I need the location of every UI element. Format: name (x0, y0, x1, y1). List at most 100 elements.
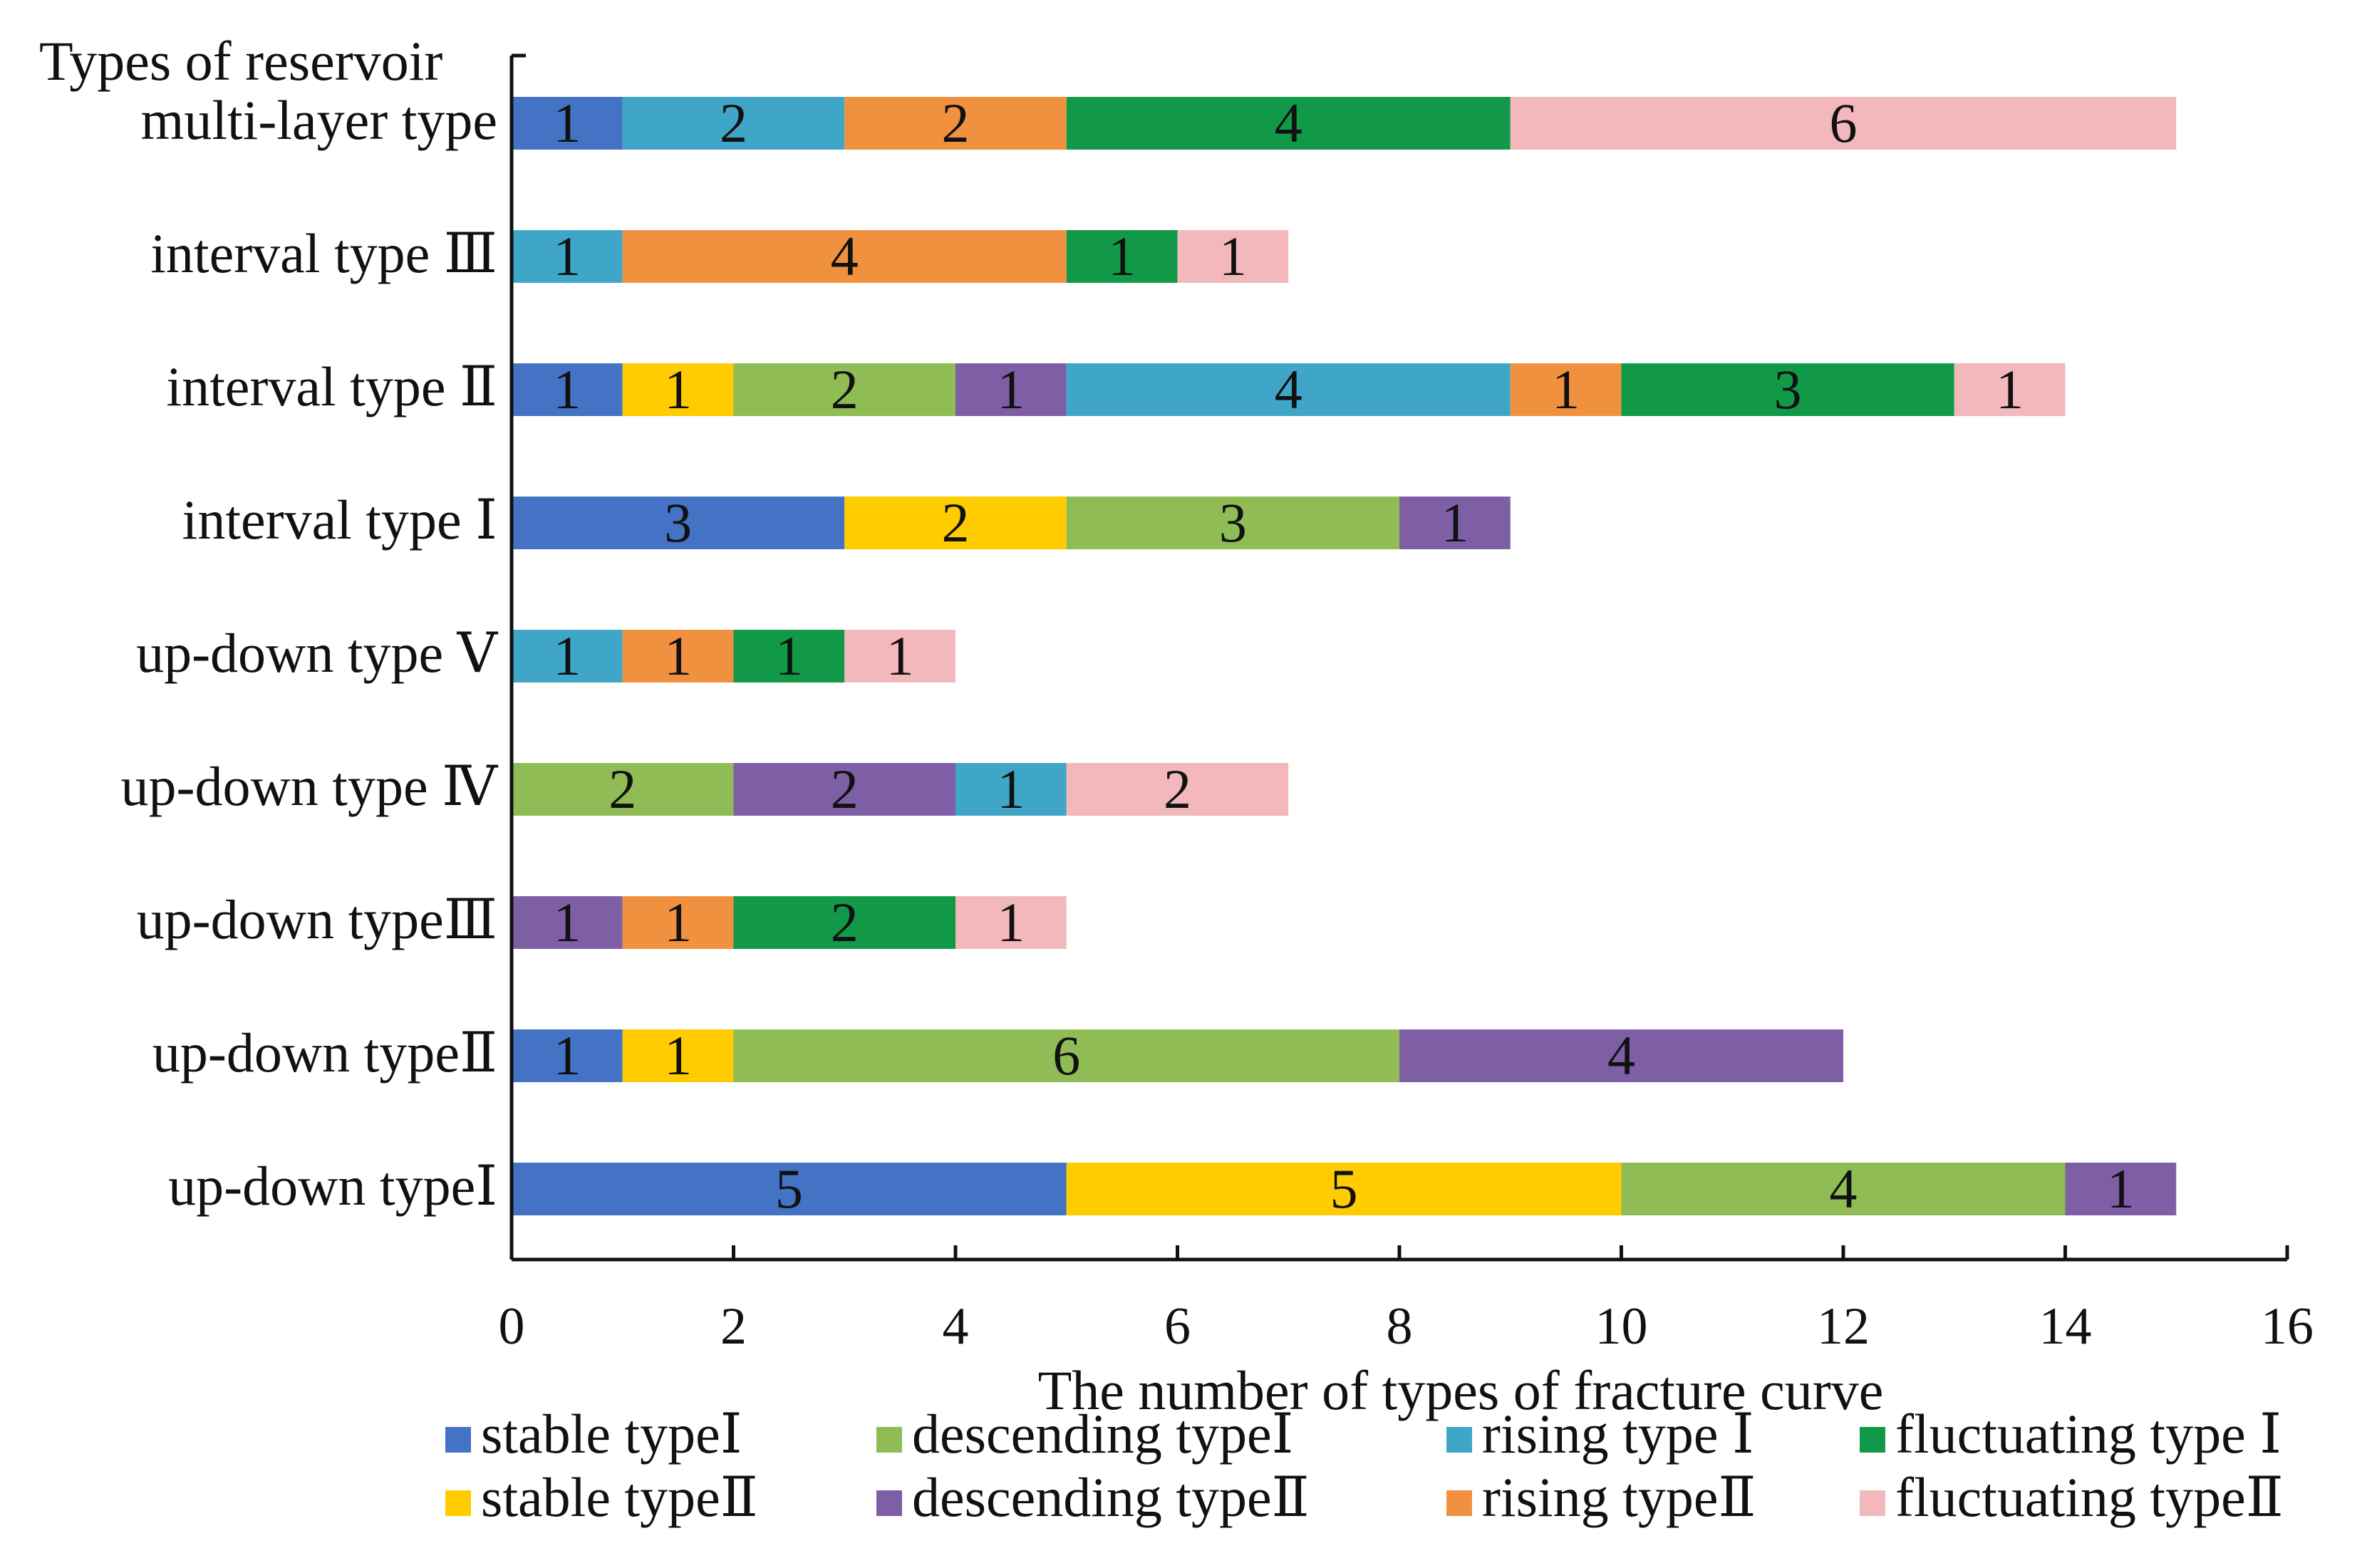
bar-segment-label: 1 (664, 625, 692, 687)
bar-segment-label: 1 (553, 1024, 581, 1086)
bar-segment-label: 2 (831, 758, 859, 820)
bar-segment-label: 3 (1219, 492, 1247, 554)
bar-segment-label: 1 (997, 358, 1025, 420)
bar-segment-label: 1 (664, 1024, 692, 1086)
category-label: up-down typeⅡ (152, 1022, 497, 1084)
x-tick-label: 12 (1817, 1297, 1870, 1356)
bar-segment-label: 2 (720, 92, 747, 154)
bar-segment-label: 6 (1052, 1024, 1080, 1086)
x-tick-label: 6 (1164, 1297, 1191, 1356)
category-label: interval type Ⅰ (182, 489, 497, 551)
bar-segment (622, 230, 1067, 283)
bar-segment-label: 4 (831, 225, 859, 287)
bar-segment-label: 1 (1108, 225, 1136, 287)
bar-segment-label: 2 (831, 358, 859, 420)
legend-swatch (445, 1490, 471, 1516)
bar-segment-label: 2 (608, 758, 636, 820)
bar-segment (1510, 363, 1622, 416)
bar-segment (955, 896, 1067, 949)
category-label: up-down typeⅢ (137, 888, 497, 950)
x-tick-label: 14 (2039, 1297, 2092, 1356)
bar-segment (622, 97, 845, 150)
x-tick-label: 0 (499, 1297, 525, 1356)
bar-segment (622, 363, 734, 416)
bar-segment (2065, 1163, 2177, 1215)
legend-swatch (1860, 1490, 1885, 1516)
bar-segment-label: 2 (942, 492, 970, 554)
legend-label: rising typeⅡ (1482, 1466, 1756, 1528)
bar-segment-label: 1 (664, 891, 692, 953)
legend-label: fluctuating type Ⅰ (1895, 1403, 2281, 1465)
bar-segment (622, 896, 734, 949)
bar-segment-label: 1 (1441, 492, 1469, 554)
legend: stable typeⅠ descending typeⅠ rising type … (445, 1403, 2284, 1528)
bar-segment (1066, 230, 1178, 283)
bar-segment-label: 1 (553, 891, 581, 953)
bar-segment-label: 4 (1607, 1024, 1635, 1086)
bar-segment-label: 1 (553, 625, 581, 687)
bar-segment (955, 763, 1067, 816)
category-label: up-down typeⅠ (168, 1155, 497, 1217)
legend-swatch (876, 1490, 902, 1516)
bar-segment (1621, 363, 1954, 416)
bar-segment-label: 4 (1275, 92, 1302, 154)
y-axis-title: Types of reservoir (39, 30, 442, 92)
bar-segment (1399, 1029, 1843, 1082)
bar-segment (955, 363, 1067, 416)
bar-segment (1066, 97, 1511, 150)
bar-segment-label: 1 (775, 625, 803, 687)
bar-segment-label: 1 (997, 891, 1025, 953)
bar-segment (512, 1029, 623, 1082)
bar-segment (733, 763, 955, 816)
bar-segment (733, 1029, 1399, 1082)
bar-segment (512, 763, 734, 816)
category-label: multi-layer type (141, 89, 497, 151)
x-ticks-layer: 0 2 4 6 8 10 12 14 16 (499, 1245, 2314, 1356)
x-tick-label: 8 (1387, 1297, 1413, 1356)
bar-segment (733, 896, 955, 949)
bar-segment-label: 2 (831, 891, 859, 953)
bar-segment (844, 630, 955, 682)
bar-segment (1399, 497, 1511, 549)
bar-segment (622, 630, 734, 682)
legend-swatch (1446, 1427, 1472, 1453)
bar-segment (1066, 1163, 1622, 1215)
x-axis-title: The number of types of fracture curve (1038, 1359, 1884, 1421)
bar-segment-label: 1 (664, 358, 692, 420)
bar-segment (1066, 497, 1399, 549)
bar-segment-label: 1 (1219, 225, 1247, 287)
bar-segment-label: 2 (942, 92, 970, 154)
category-label: up-down type Ⅴ (136, 622, 499, 684)
bar-segment (512, 630, 623, 682)
bar-segment (512, 497, 845, 549)
bar-segment-label: 1 (553, 92, 581, 154)
bar-segment (1510, 97, 2177, 150)
bar-segment-label: 4 (1830, 1158, 1858, 1220)
bar-segment (512, 230, 623, 283)
bar-segment-label: 3 (664, 492, 692, 554)
bar-segment-label: 4 (1275, 358, 1302, 420)
bar-segment-label: 1 (553, 225, 581, 287)
bar-segment-label: 5 (775, 1158, 803, 1220)
bar-segment-label: 1 (997, 758, 1025, 820)
bar-segment-label: 6 (1830, 92, 1858, 154)
bar-segment (1621, 1163, 2066, 1215)
x-tick-label: 10 (1595, 1297, 1648, 1356)
bar-segment-label: 3 (1774, 358, 1802, 420)
bar-segment (512, 896, 623, 949)
legend-swatch (876, 1427, 902, 1453)
bar-segment (733, 630, 845, 682)
bar-segment-label: 5 (1330, 1158, 1358, 1220)
bar-segment-label: 1 (1552, 358, 1580, 420)
bar-segment-label: 2 (1164, 758, 1191, 820)
bar-segment-label: 1 (886, 625, 914, 687)
legend-label: fluctuating typeⅡ (1895, 1466, 2284, 1528)
category-label: interval type Ⅲ (150, 222, 497, 284)
legend-label: rising type Ⅰ (1482, 1403, 1754, 1465)
legend-label: stable typeⅡ (481, 1466, 758, 1528)
bar-segment (512, 97, 623, 150)
segment-labels-layer: 1 2 2 4 6 1 4 1 1 1 1 2 1 4 1 3 1 3 2 3 1 1 1 1 1 2 2 1 2 1 1 2 1 1 1 6 4 5 5 4… (553, 92, 2135, 1220)
bar-segment-label: 1 (1996, 358, 2024, 420)
